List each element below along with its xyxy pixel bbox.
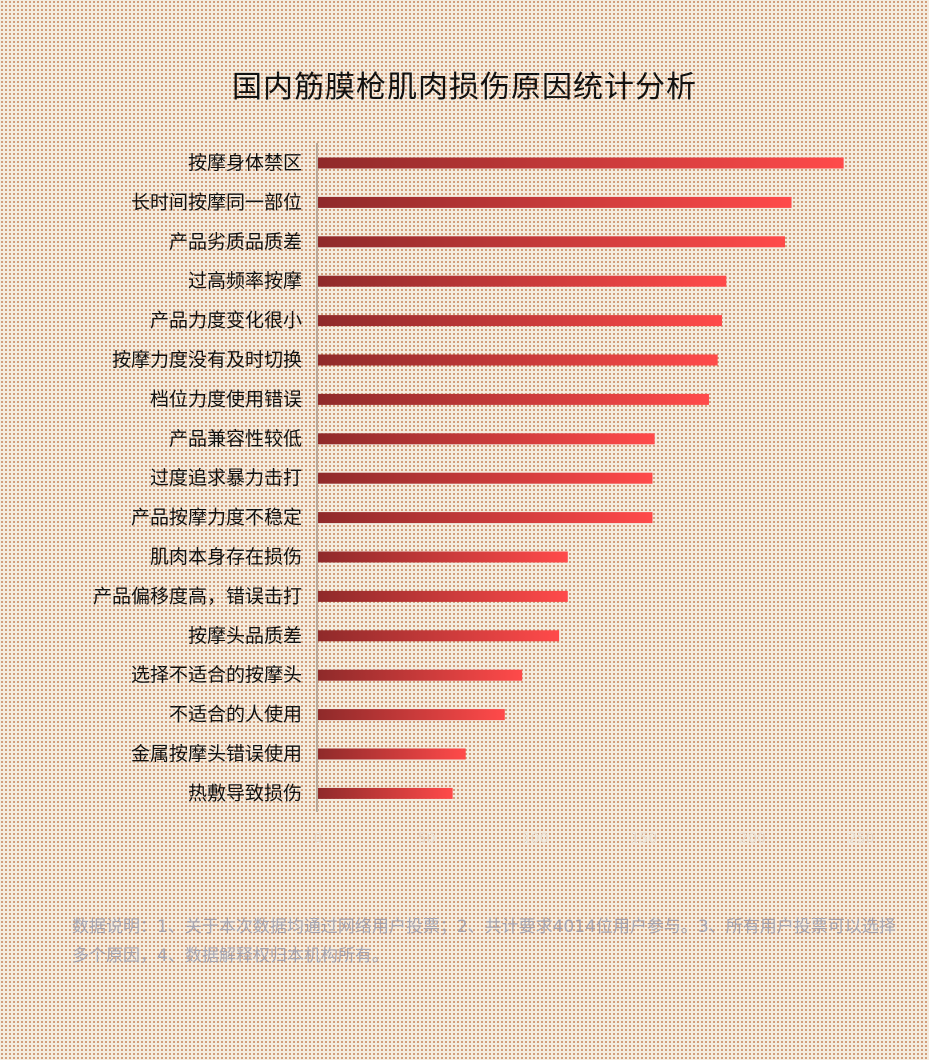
x-tick-label: 200 (739, 831, 766, 847)
category-label: 肌肉本身存在损伤 (150, 546, 302, 568)
category-label: 长时间按摩同一部位 (131, 191, 302, 213)
x-axis-ticks: 0 50 100 150 200 250 (314, 831, 875, 847)
bar (318, 393, 709, 405)
bar (318, 196, 792, 208)
x-tick-label: 150 (630, 831, 657, 847)
bar (318, 512, 653, 524)
category-label: 档位力度使用错误 (150, 388, 302, 410)
category-label: 热敷导致损伤 (188, 782, 302, 804)
category-label: 金属按摩头错误使用 (131, 743, 302, 765)
category-label: 选择不适合的按摩头 (131, 664, 302, 686)
bar (318, 787, 453, 799)
bar (318, 275, 727, 287)
bar (318, 669, 523, 681)
bar (318, 551, 568, 563)
x-tick-label: 0 (314, 831, 323, 847)
footnote: 数据说明：1、关于本次数据均通过网络用户投票；2、共计要求4014位用户参与。3… (72, 917, 896, 966)
bar (318, 157, 844, 169)
category-label: 产品力度变化很小 (150, 310, 302, 332)
category-label: 产品按摩力度不稳定 (131, 507, 302, 529)
x-tick-label: 100 (522, 831, 549, 847)
category-label: 按摩头品质差 (188, 625, 302, 647)
bars-layer (318, 157, 844, 799)
x-tick-label: 50 (418, 831, 436, 847)
category-label: 产品偏移度高，错误击打 (93, 585, 302, 607)
category-labels: 按摩身体禁区长时间按摩同一部位产品劣质品质差过高频率按摩产品力度变化很小按摩力度… (93, 152, 302, 804)
bar (318, 748, 466, 760)
bar (318, 709, 505, 721)
chart-title: 国内筋膜枪肌肉损伤原因统计分析 (232, 70, 697, 105)
bar (318, 630, 560, 642)
category-label: 产品劣质品质差 (169, 231, 302, 253)
category-label: 按摩力度没有及时切换 (112, 349, 302, 371)
bar (318, 354, 718, 366)
x-tick-label: 250 (848, 831, 875, 847)
category-label: 产品兼容性较低 (169, 428, 302, 450)
bar (318, 472, 653, 484)
bar (318, 590, 568, 602)
bar (318, 433, 655, 445)
bar (318, 236, 785, 248)
category-label: 按摩身体禁区 (188, 152, 302, 174)
category-label: 不适合的人使用 (169, 704, 302, 726)
bar (318, 315, 722, 327)
category-label: 过高频率按摩 (188, 270, 302, 292)
category-label: 过度追求暴力击打 (150, 467, 302, 489)
